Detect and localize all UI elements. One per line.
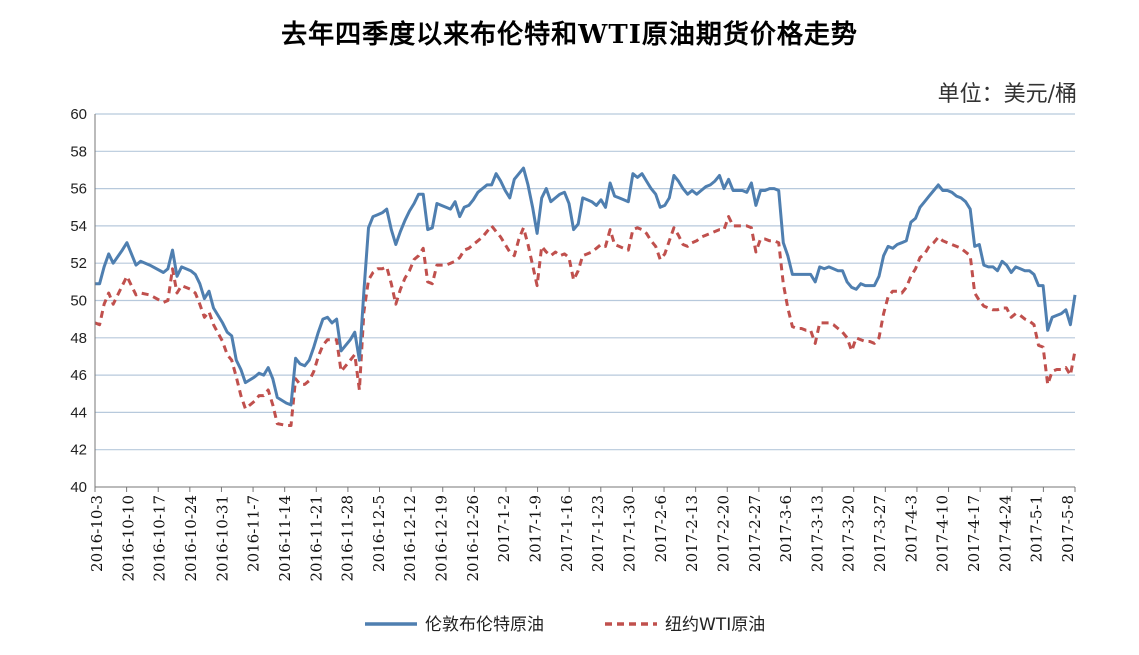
x-tick-label: 2017-4-10 <box>934 495 952 572</box>
x-tick-label: 2017-4-3 <box>902 495 920 562</box>
x-tick-label: 2017-2-27 <box>746 495 764 572</box>
legend-label: 伦敦布伦特原油 <box>425 615 544 635</box>
x-tick-label: 2017-1-2 <box>495 495 513 562</box>
x-tick-label: 2017-3-27 <box>871 495 889 572</box>
legend-label: 纽约WTI原油 <box>665 615 765 635</box>
x-tick-label: 2017-2-13 <box>683 495 701 572</box>
x-tick-label: 2016-11-21 <box>307 495 325 581</box>
x-tick-label: 2017-4-24 <box>996 495 1014 572</box>
y-tick-label: 52 <box>70 255 87 272</box>
x-tick-label: 2017-1-23 <box>589 495 607 572</box>
series-line-wti <box>94 215 1077 427</box>
x-tick-label: 2016-10-31 <box>213 495 231 581</box>
x-tick-label: 2017-1-9 <box>527 495 545 562</box>
x-tick-label: 2016-12-12 <box>401 495 419 581</box>
y-tick-label: 50 <box>70 293 87 310</box>
y-tick-label: 44 <box>70 404 87 421</box>
x-tick-label: 2017-1-16 <box>558 495 576 572</box>
x-tick-label: 2017-3-6 <box>777 495 795 562</box>
x-tick-label: 2017-4-17 <box>965 495 983 572</box>
y-tick-label: 48 <box>70 330 87 347</box>
x-axis-ticks: 2016-10-3 2016-10-10 2016-10-17 2016-10-24 2… <box>88 487 1077 581</box>
x-tick-label: 2017-2-20 <box>714 495 732 572</box>
chart-title: 去年四季度以来布伦特和WTI原油期货价格走势 <box>281 20 858 50</box>
y-tick-label: 42 <box>70 442 87 459</box>
x-tick-label: 2016-12-5 <box>370 495 388 572</box>
y-tick-label: 60 <box>70 106 87 123</box>
x-tick-label: 2016-10-3 <box>88 495 106 572</box>
y-tick-label: 58 <box>70 143 87 160</box>
y-tick-label: 46 <box>70 367 87 384</box>
x-tick-label: 2016-12-26 <box>464 495 482 581</box>
x-tick-label: 2016-11-28 <box>339 495 357 581</box>
x-tick-label: 2016-10-10 <box>119 495 137 581</box>
x-tick-label: 2016-11-14 <box>276 495 294 581</box>
x-tick-label: 2016-12-19 <box>433 495 451 581</box>
series-line-brent <box>95 166 1077 407</box>
x-tick-label: 2017-3-13 <box>808 495 826 572</box>
x-tick-label: 2016-11-7 <box>245 495 263 572</box>
grid-lines <box>95 113 1075 451</box>
x-tick-label: 2017-2-6 <box>652 495 670 562</box>
x-tick-label: 2017-3-20 <box>840 495 858 572</box>
x-tick-label: 2017-1-30 <box>620 495 638 572</box>
y-tick-label: 40 <box>70 479 87 496</box>
x-tick-label: 2017-5-1 <box>1028 495 1046 562</box>
legend: 伦敦布伦特原油 纽约WTI原油 <box>365 615 765 635</box>
y-axis-ticks: 40 42 44 46 48 50 52 54 56 58 60 <box>70 106 87 496</box>
y-tick-label: 54 <box>70 218 87 235</box>
x-tick-label: 2017-5-8 <box>1059 495 1077 562</box>
x-tick-label: 2016-10-24 <box>182 495 200 581</box>
y-tick-label: 56 <box>70 181 87 198</box>
series-lines <box>94 166 1077 427</box>
unit-label: 单位：美元/桶 <box>937 82 1077 107</box>
x-tick-label: 2016-10-17 <box>151 495 169 581</box>
axes <box>94 114 1075 488</box>
